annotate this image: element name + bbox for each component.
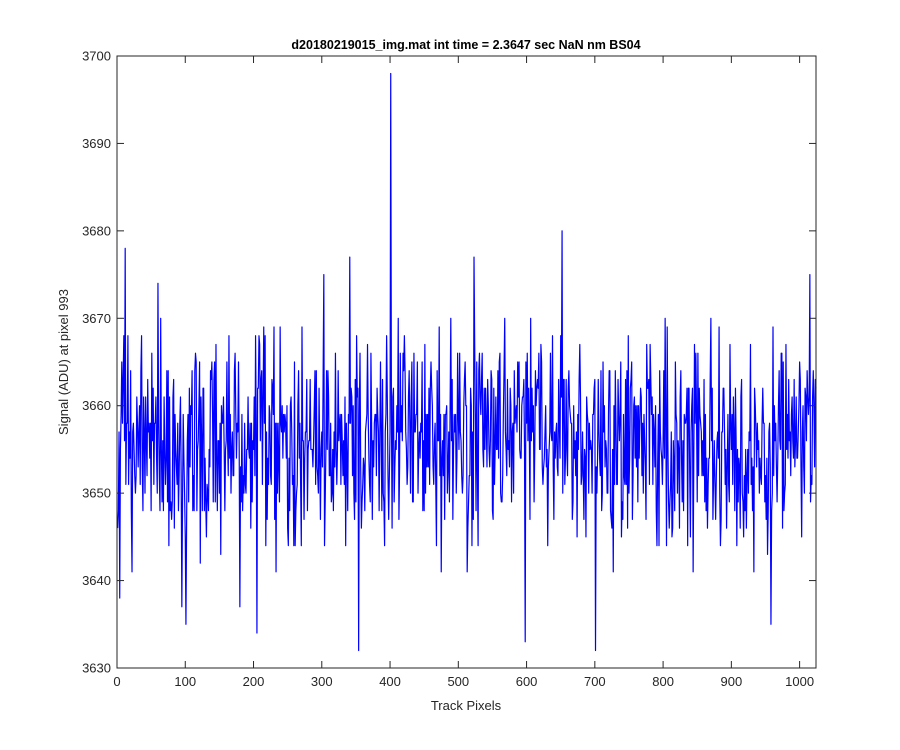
- x-tick-label: 600: [516, 674, 538, 689]
- y-tick-label: 3680: [82, 223, 111, 238]
- x-tick-label: 100: [174, 674, 196, 689]
- x-tick-label: 200: [243, 674, 265, 689]
- y-tick-label: 3650: [82, 486, 111, 501]
- series-layer: [117, 72, 817, 652]
- y-tick-label: 3700: [82, 49, 111, 64]
- x-tick-label: 400: [379, 674, 401, 689]
- x-tick-label: 300: [311, 674, 333, 689]
- y-tick-label: 3630: [82, 661, 111, 676]
- x-axis-label: Track Pixels: [431, 698, 502, 713]
- x-tick-label: 900: [721, 674, 743, 689]
- y-tick-label: 3660: [82, 398, 111, 413]
- chart-title: d20180219015_img.mat int time = 2.3647 s…: [291, 38, 640, 52]
- y-tick-label: 3690: [82, 136, 111, 151]
- axes-box: [116, 55, 817, 669]
- plot-area: [117, 56, 816, 668]
- x-tick-label: 1000: [785, 674, 814, 689]
- ticks-layer: 0 100 200 300 400 500 600 700 800 900 1000 3630 3640…: [82, 49, 816, 689]
- y-tick-label: 3670: [82, 311, 111, 326]
- x-tick-label: 0: [113, 674, 120, 689]
- y-axis-label: Signal (ADU) at pixel 993: [56, 289, 71, 435]
- x-tick-label: 700: [584, 674, 606, 689]
- x-tick-label: 500: [447, 674, 469, 689]
- signal-series-line: [117, 72, 817, 652]
- y-tick-label: 3640: [82, 573, 111, 588]
- x-tick-label: 800: [652, 674, 674, 689]
